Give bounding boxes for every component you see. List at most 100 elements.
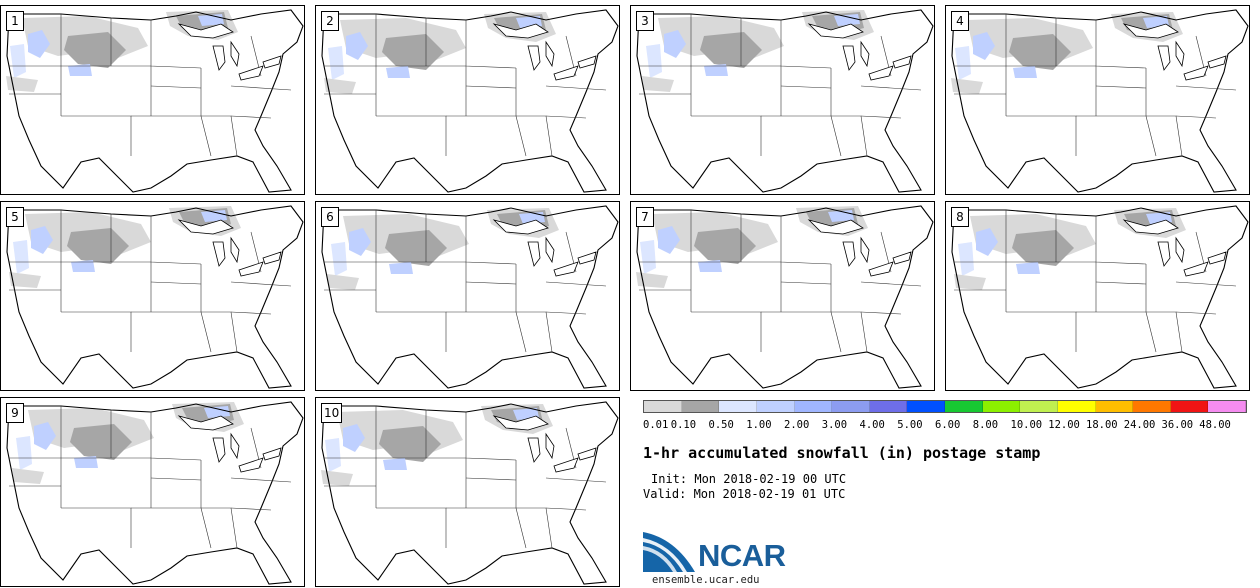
- state-border: [150, 85, 202, 89]
- snowfall-area: [385, 230, 447, 266]
- member-label: 3: [636, 11, 654, 31]
- state-border: [860, 311, 902, 315]
- snowfall-area: [640, 240, 656, 274]
- state-border: [1095, 216, 1147, 265]
- state-border: [545, 281, 607, 287]
- state-border: [860, 281, 922, 287]
- snowfall-area: [1016, 262, 1040, 274]
- lake: [860, 236, 870, 264]
- lake: [545, 432, 555, 460]
- snowfall-area: [71, 260, 95, 272]
- lake: [212, 437, 226, 463]
- snowfall-area: [1009, 34, 1071, 70]
- legend-swatch-3: [719, 401, 757, 412]
- lake: [577, 55, 597, 69]
- lake: [577, 447, 597, 461]
- legend-tick: 0.50: [708, 419, 734, 431]
- member-label: 6: [321, 207, 339, 227]
- coastline: [6, 401, 304, 585]
- legend-tick: 6.00: [935, 419, 961, 431]
- snowfall-area: [67, 228, 129, 264]
- lake: [1157, 241, 1171, 267]
- state-border: [1076, 311, 1157, 353]
- lake: [842, 45, 856, 71]
- legend-swatch-16: [1208, 401, 1246, 412]
- coastline: [321, 9, 619, 193]
- lake: [238, 261, 264, 277]
- lake: [527, 241, 541, 267]
- state-border: [831, 311, 868, 353]
- snowfall-area: [642, 76, 674, 92]
- map-canvas: [951, 205, 1249, 389]
- state-border: [761, 311, 842, 353]
- state-border: [150, 281, 202, 285]
- coastline: [6, 205, 304, 389]
- snowfall-area: [951, 78, 983, 94]
- lake: [177, 219, 234, 235]
- state-border: [426, 457, 467, 508]
- valid-time: Valid: Mon 2018-02-19 01 UTC: [643, 487, 846, 501]
- state-border: [465, 85, 517, 89]
- state-border: [150, 20, 202, 69]
- lake: [492, 23, 549, 39]
- legend-swatch-7: [869, 401, 908, 412]
- ncar-logo-text: NCAR: [698, 538, 786, 573]
- lake: [230, 236, 240, 264]
- member-map-2: 2: [315, 5, 620, 195]
- state-border: [61, 507, 132, 548]
- state-border: [426, 65, 467, 116]
- state-border: [1095, 85, 1147, 89]
- snowfall-area: [64, 32, 126, 68]
- map-canvas: [321, 9, 619, 193]
- map-canvas: [636, 9, 934, 193]
- state-border: [545, 477, 607, 483]
- state-border: [780, 216, 832, 265]
- snowfall-area: [31, 226, 53, 254]
- state-border: [446, 507, 527, 549]
- state-border: [545, 115, 587, 119]
- legend-swatch-6: [832, 401, 870, 412]
- lake: [807, 23, 864, 39]
- snowfall-area: [694, 228, 756, 264]
- state-border: [426, 261, 467, 312]
- member-map-8: 8: [945, 201, 1250, 391]
- legend-tick: 8.00: [972, 419, 999, 431]
- state-border: [230, 115, 272, 119]
- coastline: [951, 9, 1249, 193]
- snowfall-area: [976, 228, 998, 256]
- snowfall-area: [327, 274, 359, 290]
- snowfall-area: [9, 272, 41, 288]
- snowfall-area: [1013, 66, 1037, 78]
- state-border: [860, 85, 922, 91]
- legend-tick: 12.00: [1048, 419, 1080, 431]
- state-border: [1175, 281, 1237, 287]
- state-border: [780, 85, 832, 89]
- snowfall-area: [204, 406, 230, 418]
- lake: [1183, 261, 1209, 277]
- snowfall-area: [346, 32, 368, 60]
- state-border: [230, 507, 272, 511]
- lake: [892, 251, 912, 265]
- snowfall-area: [321, 470, 353, 486]
- state-border: [516, 507, 553, 549]
- legend-swatch-11: [1020, 401, 1058, 412]
- lake: [230, 432, 240, 460]
- snowfall-area: [324, 78, 356, 94]
- state-border: [860, 115, 902, 119]
- snowfall-area: [12, 468, 44, 484]
- state-border: [1146, 115, 1183, 157]
- state-border: [761, 115, 842, 157]
- legend-swatch-1: [644, 401, 682, 412]
- state-border: [545, 507, 587, 511]
- snowfall-area: [68, 64, 92, 76]
- state-border: [376, 115, 447, 156]
- legend-tick: 10.00: [1010, 419, 1043, 431]
- snowfall-area: [383, 458, 407, 470]
- legend-tick: 0.01: [643, 419, 669, 431]
- member-label: 1: [6, 11, 24, 31]
- state-border: [1076, 115, 1157, 157]
- lake: [892, 55, 912, 69]
- snowfall-area: [16, 436, 32, 470]
- state-border: [376, 311, 447, 352]
- state-border: [131, 115, 212, 157]
